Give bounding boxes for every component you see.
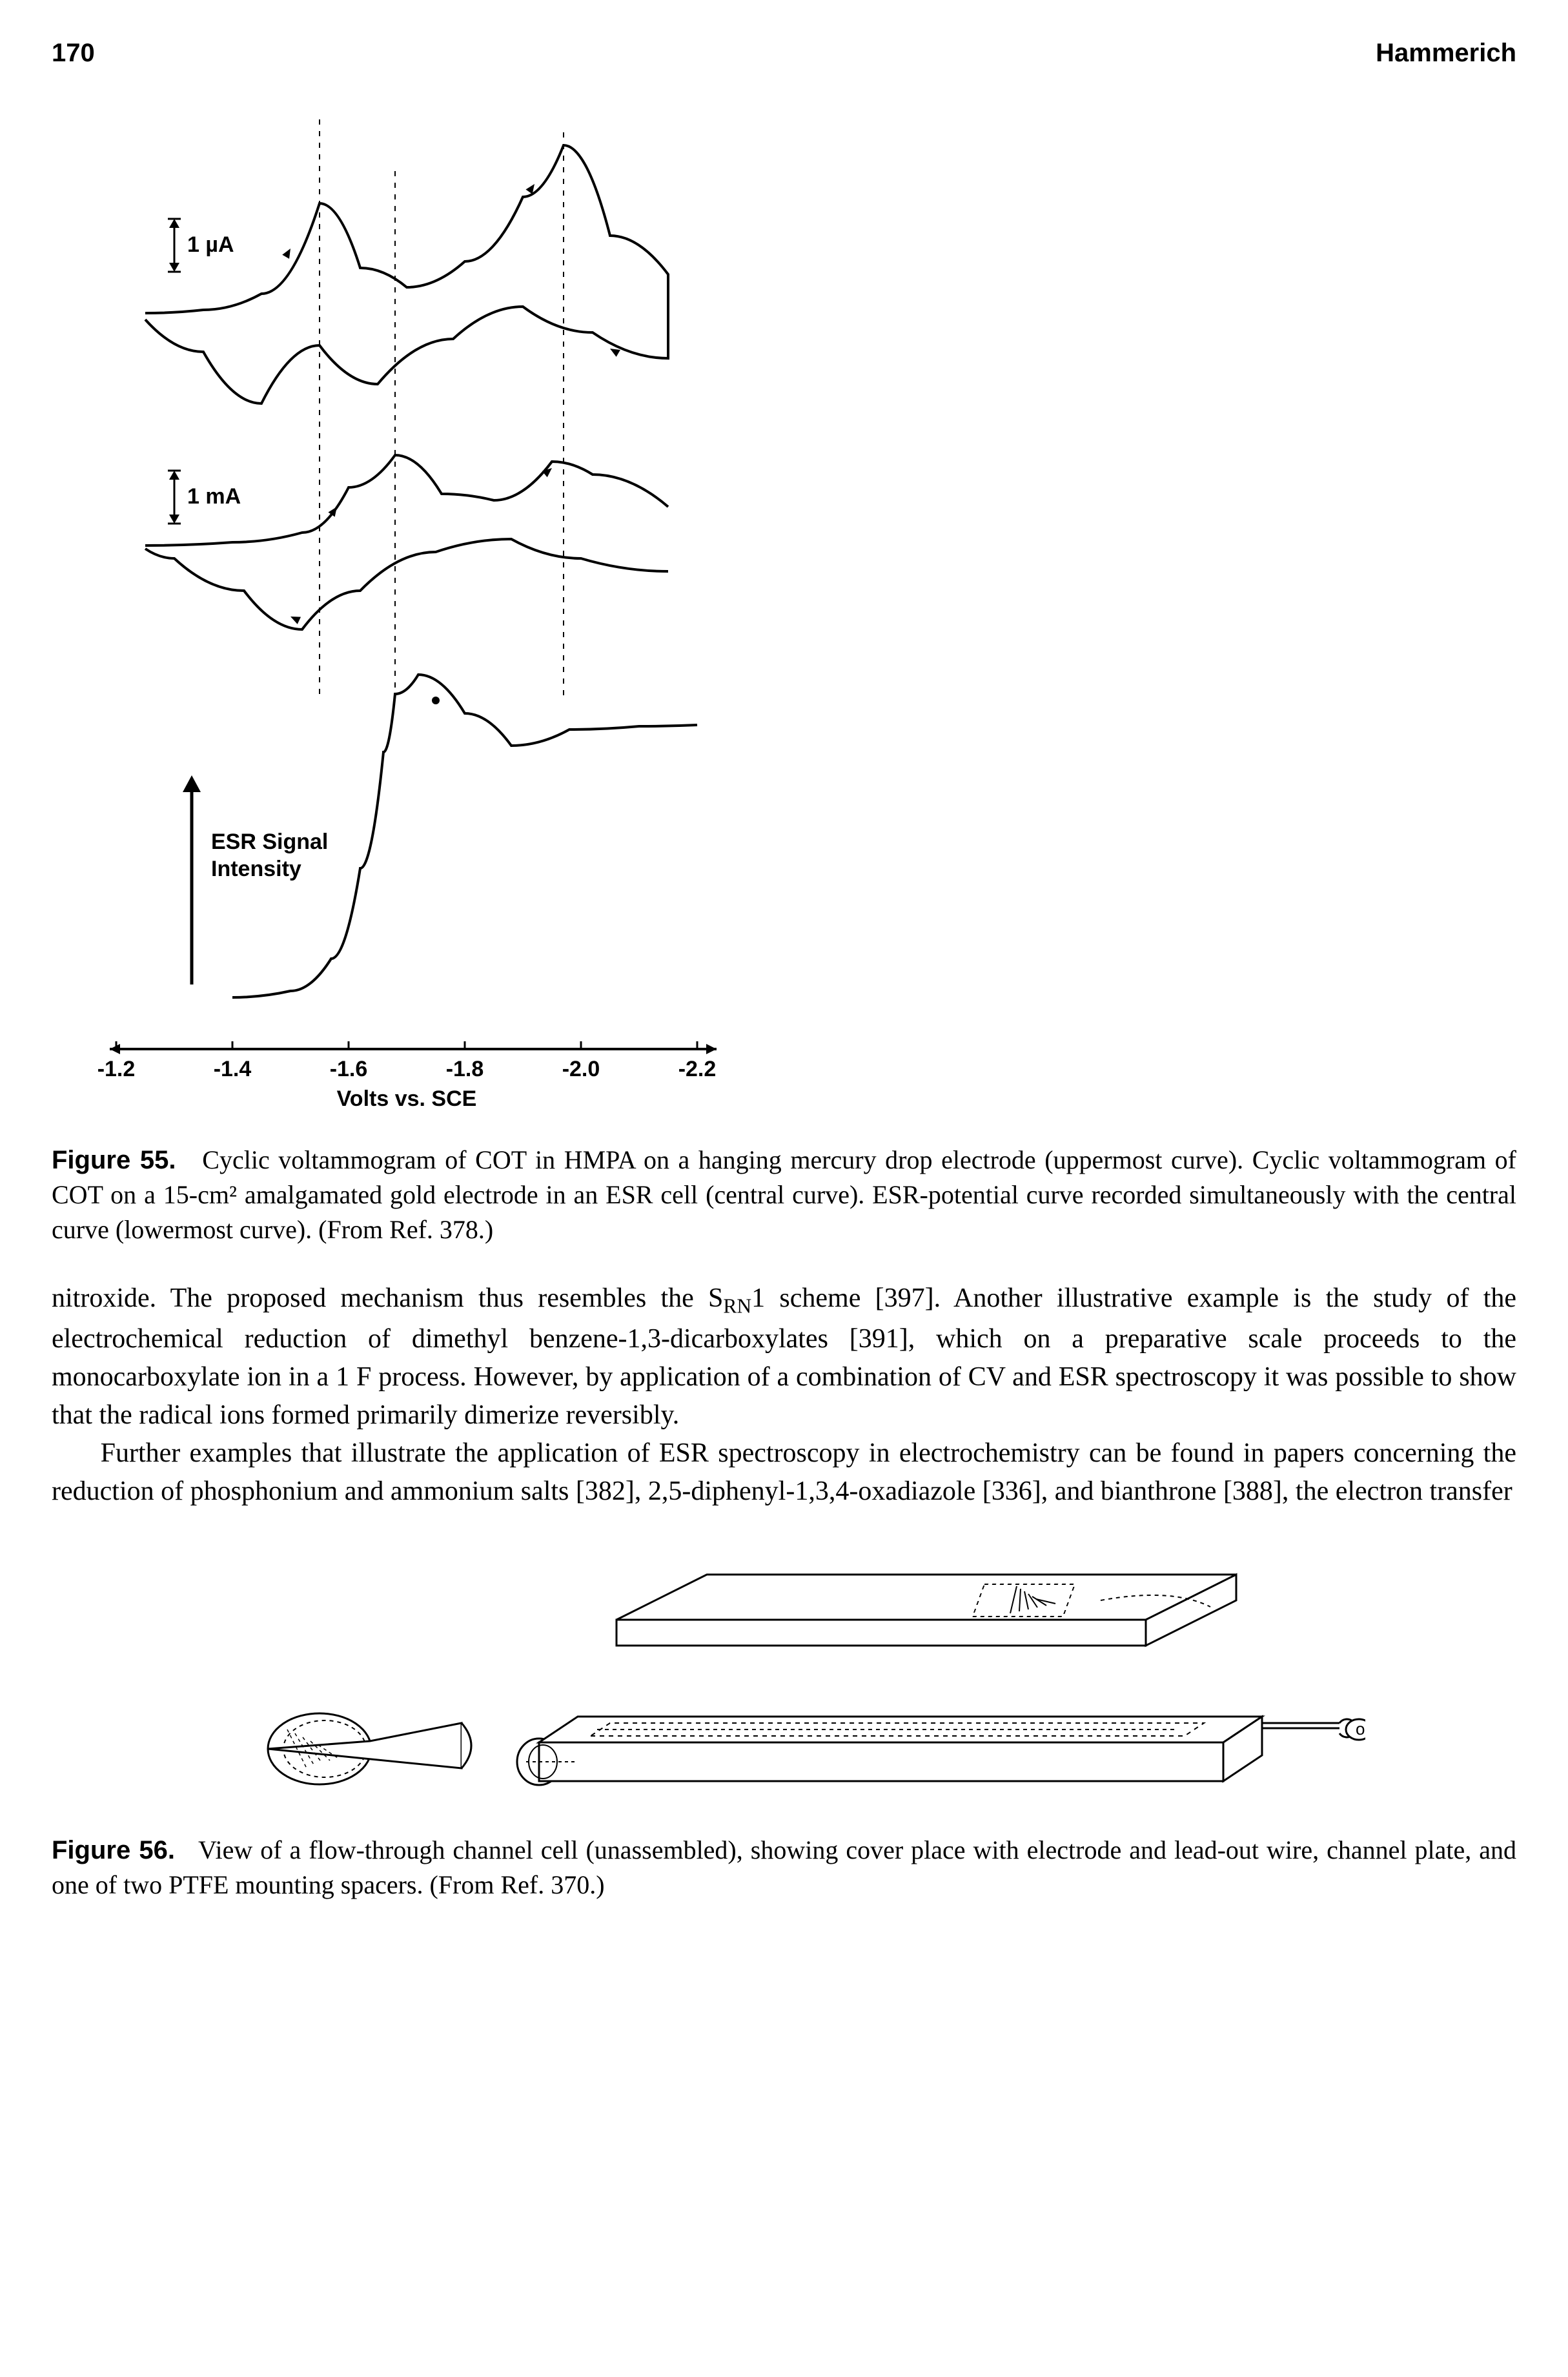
- figure-56-caption-text: View of a flow-through channel cell (una…: [52, 1835, 1516, 1899]
- svg-text:-2.2: -2.2: [678, 1057, 717, 1081]
- figure-56-svg: o: [203, 1549, 1365, 1820]
- page-number: 170: [52, 39, 95, 68]
- svg-text:-2.0: -2.0: [562, 1057, 600, 1081]
- svg-text:ESR Signal: ESR Signal: [211, 830, 328, 854]
- figure-55: -1.2 -1.4 -1.6 -1.8 -2.0 -2.2 Volts vs. SCE 1 …: [52, 94, 1516, 1247]
- svg-text:Intensity: Intensity: [211, 857, 301, 881]
- running-head: Hammerich: [1376, 39, 1516, 68]
- svg-text:1 µA: 1 µA: [187, 232, 234, 257]
- body-text: nitroxide. The proposed mechanism thus r…: [52, 1280, 1516, 1510]
- figure-55-caption-text: Cyclic voltammogram of COT in HMPA on a …: [52, 1145, 1516, 1244]
- svg-text:o: o: [1356, 1719, 1365, 1739]
- svg-text:-1.6: -1.6: [330, 1057, 368, 1081]
- svg-text:-1.2: -1.2: [97, 1057, 136, 1081]
- figure-56: o Figure 56. View of a flow-through chan…: [52, 1549, 1516, 1903]
- figure-56-caption: Figure 56. View of a flow-through channe…: [52, 1833, 1516, 1903]
- figure-55-svg: -1.2 -1.4 -1.6 -1.8 -2.0 -2.2 Volts vs. SCE 1 …: [77, 94, 788, 1127]
- figure-56-label: Figure 56.: [52, 1836, 175, 1864]
- svg-text:-1.4: -1.4: [214, 1057, 252, 1081]
- page-header: 170 Hammerich: [52, 39, 1516, 68]
- svg-text:-1.8: -1.8: [446, 1057, 484, 1081]
- figure-55-label: Figure 55.: [52, 1146, 176, 1174]
- paragraph-2: Further examples that illustrate the app…: [52, 1434, 1516, 1511]
- paragraph-1: nitroxide. The proposed mechanism thus r…: [52, 1280, 1516, 1434]
- svg-text:Volts vs. SCE: Volts vs. SCE: [337, 1086, 477, 1111]
- figure-55-caption: Figure 55. Cyclic voltammogram of COT in…: [52, 1143, 1516, 1247]
- svg-text:1 mA: 1 mA: [187, 484, 241, 509]
